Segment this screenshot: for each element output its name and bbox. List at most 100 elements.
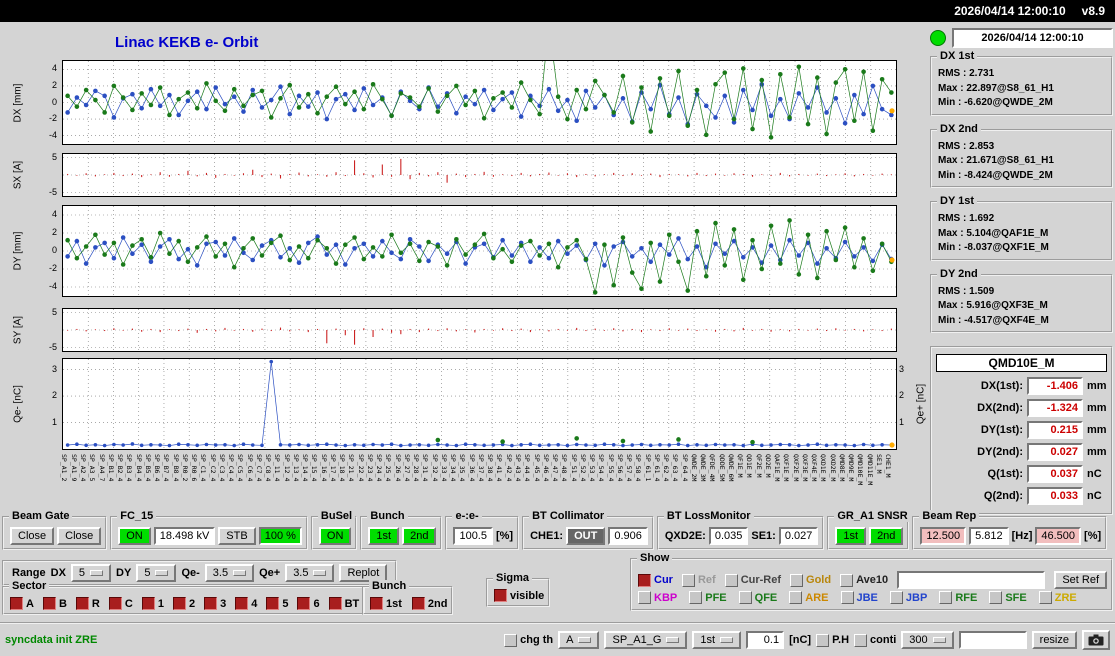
gr-a1-1st-button[interactable]: 1st <box>835 527 867 545</box>
checkbox-icon <box>738 591 752 604</box>
bunch-2nd-button[interactable]: 2nd <box>402 527 437 545</box>
show-kbp-checkbox[interactable]: KBP <box>638 591 677 604</box>
dy-axis-label: DY [mm] <box>12 231 24 271</box>
q-plot-area <box>62 358 897 450</box>
snapshot-button[interactable] <box>1082 630 1110 650</box>
bunch-1st-button[interactable]: 1st <box>368 527 400 545</box>
range-dy-select[interactable]: 5 <box>136 564 177 582</box>
stats-dx-1st: DX 1st RMS : 2.731 Max : 22.897@S8_61_H1… <box>930 50 1113 116</box>
bunch-2nd-checkbox[interactable]: 2nd <box>411 597 447 610</box>
resize-button[interactable]: resize <box>1031 631 1077 649</box>
sector-checkbox-6[interactable]: 6 <box>297 597 320 610</box>
busel-on-button[interactable]: ON <box>318 527 352 545</box>
checkbox-icon <box>789 591 803 604</box>
x-axis-label: CHE1_M <box>884 454 893 478</box>
set-ref-button[interactable]: Set Ref <box>1054 571 1107 589</box>
dx-plot-area <box>62 21 897 145</box>
sector-checkbox-c[interactable]: C <box>108 597 133 610</box>
group-title: Sigma <box>493 572 533 584</box>
monitor-select[interactable]: SP_A1_G <box>604 631 688 649</box>
x-axis-label: SP_B3_4 <box>125 454 134 482</box>
show-are-checkbox[interactable]: ARE <box>789 591 829 604</box>
x-axis-label: SP_R0_2 <box>180 454 189 482</box>
monitor-row-label: DX(1st): <box>980 380 1023 392</box>
x-axis-label: SP_26_4 <box>393 454 402 482</box>
checkbox-icon <box>638 573 651 587</box>
show-sfe-checkbox[interactable]: SFE <box>989 591 1027 604</box>
x-axis-label: SP_52_4 <box>578 454 587 482</box>
x-axis-label: SP_12_4 <box>282 454 291 482</box>
x-axis-label: SP_24_4 <box>375 454 384 482</box>
range-dx-select[interactable]: 5 <box>70 564 112 582</box>
replot-button[interactable]: Replot <box>339 564 388 582</box>
range-qem-select[interactable]: 3.5 <box>204 564 255 582</box>
y-tick-label: -4 <box>48 129 57 140</box>
show-jbe-checkbox[interactable]: JBE <box>840 591 878 604</box>
sector-checkbox-b[interactable]: B <box>42 597 67 610</box>
x-axis-label: QXF2E_M <box>791 454 800 482</box>
sector-checkbox-1[interactable]: 1 <box>141 597 164 610</box>
che1-out-button[interactable]: OUT <box>566 527 606 545</box>
show-ave10-checkbox[interactable]: Ave10 <box>840 573 888 587</box>
gr-a1-2nd-button[interactable]: 2nd <box>869 527 904 545</box>
x-axis-label: SP_15_4 <box>310 454 319 482</box>
show-ref-checkbox[interactable]: Ref <box>681 573 716 587</box>
x-axis-label: SP_C6_4 <box>245 454 254 482</box>
sector-checkbox-4[interactable]: 4 <box>235 597 257 610</box>
sector-checkbox-r[interactable]: R <box>75 597 100 610</box>
sector-select[interactable]: A <box>558 631 600 649</box>
y-tick-label: 5 <box>51 306 57 317</box>
chart-svg <box>63 309 896 351</box>
beam-gate-close-button-2[interactable]: Close <box>57 527 102 545</box>
bunch-group: Bunch 1st 2nd <box>360 510 443 550</box>
x-axis-label: SP_C3_4 <box>217 454 226 482</box>
checkbox-icon <box>108 597 122 610</box>
q-ticks: 3 2 1 <box>36 358 60 450</box>
plot-sx: SX [A] 5 -5 <box>0 152 930 197</box>
stats-title: DX 1st <box>937 50 978 62</box>
chg-th-checkbox[interactable]: chg th <box>504 633 553 647</box>
ph-checkbox[interactable]: P.H <box>816 633 849 647</box>
aux-input[interactable] <box>958 631 1027 649</box>
fc15-stb-button[interactable]: STB <box>218 527 256 545</box>
show-gold-checkbox[interactable]: Gold <box>790 573 831 587</box>
show-qfe-checkbox[interactable]: QFE <box>738 591 777 604</box>
checkbox-icon <box>204 597 218 610</box>
conti-checkbox[interactable]: conti <box>854 633 896 647</box>
range-qep-select[interactable]: 3.5 <box>285 564 335 582</box>
show-zre-checkbox[interactable]: ZRE <box>1038 591 1077 604</box>
show-pfe-checkbox[interactable]: PFE <box>689 591 727 604</box>
monitor-row: Q(2nd): 0.033 nC <box>936 487 1107 505</box>
show-cur-ref-checkbox[interactable]: Cur-Ref <box>724 573 781 587</box>
beam-gate-close-button-1[interactable]: Close <box>10 527 55 545</box>
ref-file-input[interactable] <box>897 571 1046 589</box>
show-jbp-checkbox[interactable]: JBP <box>889 591 927 604</box>
sy-plot-area <box>62 308 897 352</box>
group-title: Beam Gate <box>9 510 73 522</box>
sector-checkbox-bt[interactable]: BT <box>328 597 359 610</box>
sector-checkbox-3[interactable]: 3 <box>204 597 226 610</box>
show-label: Cur <box>654 574 673 586</box>
se1-value-display: 0.027 <box>778 527 819 545</box>
monitor-row-unit: mm <box>1087 380 1107 392</box>
sx-axis-label: SX [A] <box>12 160 24 190</box>
sector-checkbox-a[interactable]: A <box>10 597 34 610</box>
sector-checkbox-5[interactable]: 5 <box>266 597 288 610</box>
stat-rms: RMS : 2.731 <box>938 68 995 79</box>
sigma-visible-checkbox[interactable]: visible <box>494 589 544 602</box>
x-axis-label: SP_B5_4 <box>143 454 152 482</box>
sector-checkbox-2[interactable]: 2 <box>172 597 195 610</box>
range-qep-label: Qe+ <box>259 567 281 579</box>
show-rfe-checkbox[interactable]: RFE <box>939 591 977 604</box>
bunch-select[interactable]: 1st <box>692 631 742 649</box>
beam-rep-value-1: 12.500 <box>920 527 967 545</box>
fc15-on-button[interactable]: ON <box>118 527 151 545</box>
monitor-row-value: 0.215 <box>1027 421 1083 439</box>
stat-max: Max : 21.671@S8_61_H1 <box>938 155 1054 166</box>
bunch-1st-checkbox[interactable]: 1st <box>370 597 402 610</box>
stats-title: DY 2nd <box>937 267 981 280</box>
interval-select[interactable]: 300 <box>901 631 954 649</box>
threshold-input[interactable] <box>746 631 785 649</box>
checkbox-icon <box>840 591 854 604</box>
show-cur-checkbox[interactable]: Cur <box>638 573 673 587</box>
